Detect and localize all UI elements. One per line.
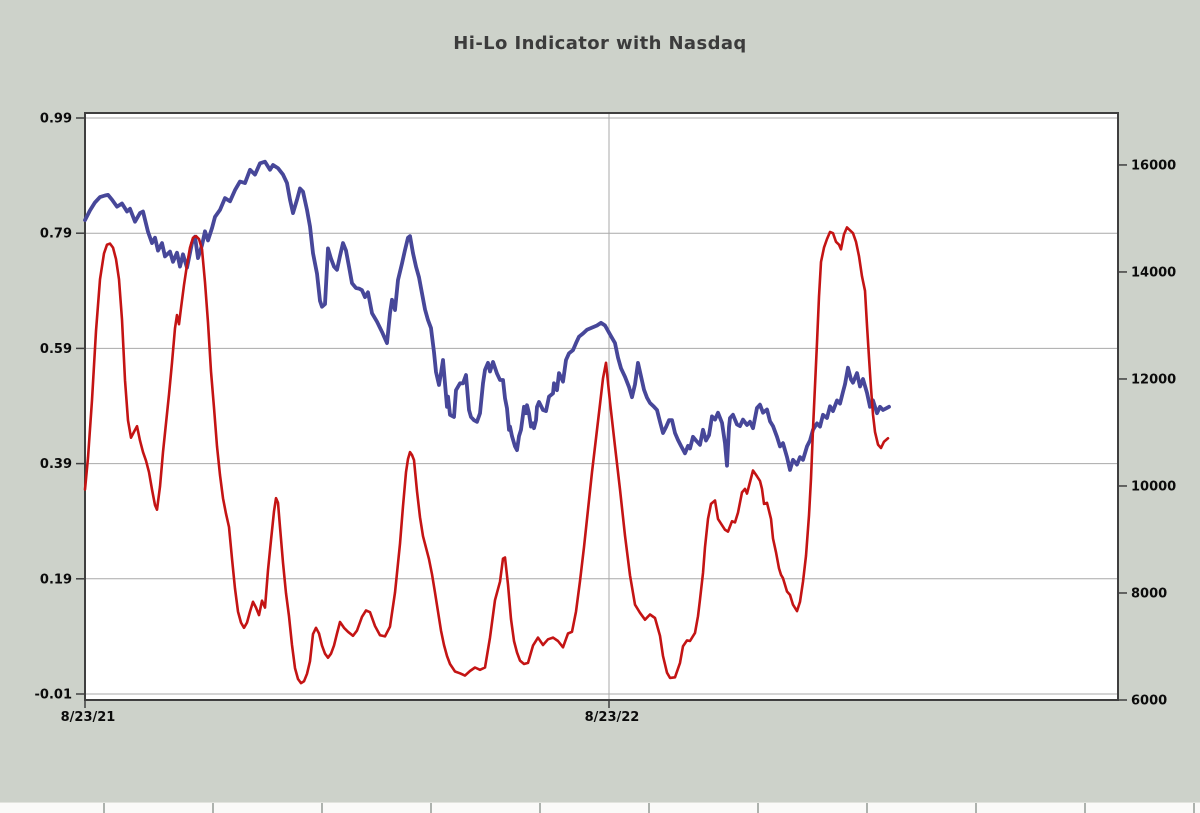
plot-frame: [84, 112, 1119, 701]
right-axis-label: 6000: [1131, 694, 1167, 709]
bottom-strip-divider: [430, 803, 432, 813]
right-axis-label: 14000: [1131, 265, 1176, 280]
chart-title: Hi-Lo Indicator with Nasdaq: [453, 33, 747, 54]
bottom-strip: [0, 802, 1200, 813]
x-axis-label: 8/23/22: [585, 710, 640, 725]
bottom-strip-divider: [321, 803, 323, 813]
left-axis-label: 0.19: [40, 572, 72, 587]
bottom-strip-divider: [1193, 803, 1195, 813]
right-axis-label: 8000: [1131, 586, 1167, 601]
right-axis-label: 12000: [1131, 372, 1176, 387]
bottom-strip-divider: [866, 803, 868, 813]
x-axis-label: 8/23/21: [61, 710, 116, 725]
bottom-strip-divider: [975, 803, 977, 813]
series-line-hi-lo-indicator: [83, 226, 890, 685]
plot-area: [85, 113, 1118, 700]
bottom-strip-divider: [212, 803, 214, 813]
left-axis-label: 0.39: [40, 457, 72, 472]
bottom-strip-divider: [1084, 803, 1086, 813]
bottom-strip-divider: [757, 803, 759, 813]
bottom-strip-divider: [539, 803, 541, 813]
left-axis-label: -0.01: [35, 688, 72, 703]
left-axis-label: 0.99: [40, 112, 72, 127]
right-axis-label: 16000: [1131, 158, 1176, 173]
left-axis-label: 0.79: [40, 227, 72, 242]
series-line-nasdaq: [83, 159, 891, 472]
right-axis-label: 10000: [1131, 479, 1176, 494]
bottom-strip-divider: [648, 803, 650, 813]
left-axis-label: 0.59: [40, 342, 72, 357]
bottom-strip-divider: [103, 803, 105, 813]
